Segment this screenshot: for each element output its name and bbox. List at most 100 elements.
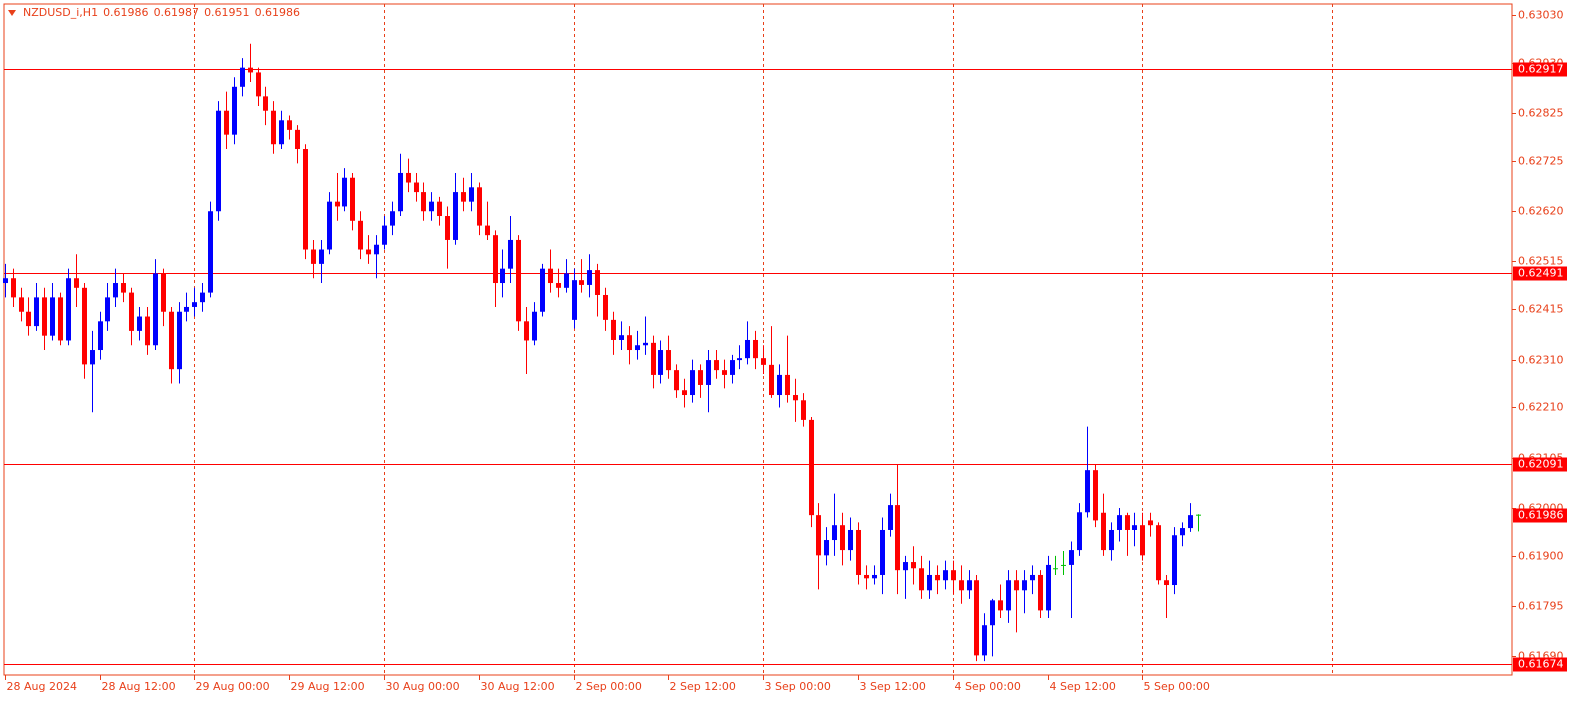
y-tick-label: 0.61795 [1518,600,1564,613]
candle-body [611,319,616,340]
candle-body [445,216,450,240]
y-tick-label: 0.62310 [1518,354,1564,367]
candle-body [801,400,806,420]
x-tick-label: 4 Sep 12:00 [1050,680,1116,693]
last-high: 0.61987 [153,6,200,19]
candle-body [1101,512,1106,551]
candle-body [722,370,727,375]
candle-body [674,370,679,391]
candle-body [1053,568,1058,570]
candle-body [769,364,774,396]
candle-body [943,570,948,581]
candle-body [1030,574,1035,581]
candle-body [516,239,521,322]
candle-body [1140,525,1145,556]
x-tick-label: 2 Sep 12:00 [670,680,736,693]
candle-body [1038,574,1043,611]
y-tick-label: 0.62825 [1518,107,1564,120]
candle-body [730,360,735,375]
candle-body [303,149,308,250]
candle-body [777,374,782,396]
candle-body [34,297,39,327]
candle-body [429,201,434,212]
candle-body [706,360,711,385]
candle-body [556,283,561,288]
candle-body [1085,470,1090,513]
candle-body [232,86,237,135]
menu-arrow[interactable] [8,9,16,16]
candle-body [42,297,47,336]
level-label-box [1513,657,1567,672]
candle-body [1156,525,1161,581]
candle-body [153,273,158,346]
candle-body [1109,529,1114,551]
candle-body [508,239,513,269]
candle-body [1022,580,1027,591]
candle-body [74,278,79,288]
x-tick-label: 30 Aug 00:00 [386,680,460,693]
candle-body [98,321,103,351]
candle-body [295,129,300,150]
candle-body [579,280,584,285]
candle-body [437,201,442,217]
candle-body [951,570,956,581]
candle-body [177,311,182,370]
candle-body [714,360,719,371]
candle-body [753,339,758,359]
candle-body [651,342,656,375]
candle-body [327,201,332,250]
candle-body [666,350,671,371]
candle-body [532,311,537,341]
candle-body [216,110,221,212]
candle-body [256,72,261,97]
candle-body [745,339,750,359]
candle-body [287,120,292,130]
candle-body [524,321,529,341]
candle-body [414,182,419,193]
candle-body [113,283,118,298]
level-label: 0.62917 [1518,63,1564,76]
candle-body [406,172,411,183]
candle-body [1014,580,1019,591]
candle-body [603,294,608,320]
candle-body [540,268,545,312]
candle-body [935,574,940,581]
candle-body [224,110,229,135]
candle-body [595,270,600,295]
level-label-box [1513,62,1567,77]
candle-body [1093,470,1098,521]
y-tick-label: 0.62620 [1518,205,1564,218]
candle-body [1006,580,1011,611]
candle-body [358,220,363,250]
candle-body [919,568,924,591]
y-tick-label: 0.62725 [1518,155,1564,168]
candle-body [319,249,324,264]
candle-body [453,192,458,240]
candle-body [548,268,553,284]
candle-body [1164,580,1169,586]
candle-body [698,370,703,385]
candle-body [271,110,276,145]
last-low: 0.61951 [204,6,250,19]
candle-body [564,273,569,288]
candle-body [3,278,8,284]
candle-body [19,297,24,312]
candle-body [895,505,900,571]
x-tick-label: 28 Aug 2024 [7,680,77,693]
candle-body [382,225,387,245]
y-tick-label: 0.61900 [1518,550,1564,563]
candle-body [635,345,640,351]
candle-body [816,515,821,556]
candle-body [1180,528,1185,536]
x-tick-label: 29 Aug 00:00 [196,680,270,693]
price-label-box [1513,508,1567,523]
candle-body [421,192,426,212]
candle-body [761,358,766,365]
candle-body [1061,564,1066,566]
plot-frame [3,3,1513,676]
candle-body [856,529,861,575]
x-tick-label: 29 Aug 12:00 [291,680,365,693]
candle-body [682,390,687,396]
candle-body [342,177,347,207]
